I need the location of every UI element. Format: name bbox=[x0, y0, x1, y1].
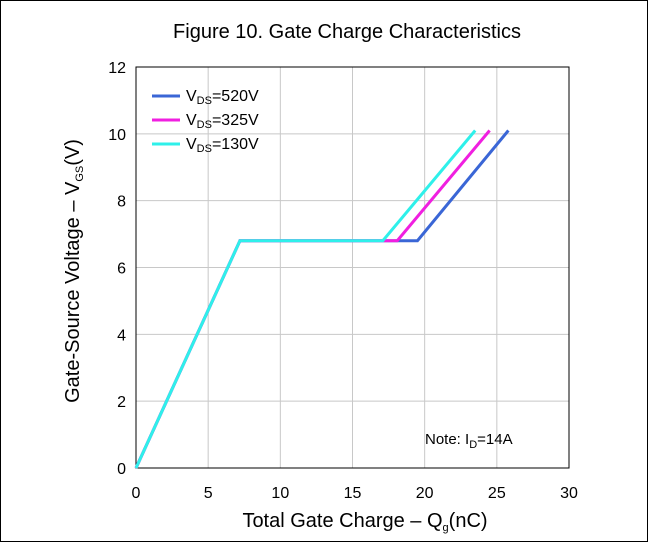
x-tick-label: 10 bbox=[271, 485, 289, 502]
series-line-3 bbox=[134, 129, 477, 469]
series-lines bbox=[134, 129, 510, 469]
series-line-1 bbox=[134, 129, 510, 469]
x-tick-label: 0 bbox=[132, 485, 141, 502]
legend-label-1: VDS=520V bbox=[186, 88, 259, 107]
y-tick-label: 6 bbox=[117, 261, 126, 278]
x-tick-label: 15 bbox=[344, 485, 362, 502]
test-condition-note: Note: ID=14A bbox=[425, 431, 513, 451]
y-tick-label: 4 bbox=[117, 327, 126, 344]
x-tick-label: 20 bbox=[416, 485, 434, 502]
legend-label-3: VDS=130V bbox=[186, 136, 259, 155]
y-tick-label: 10 bbox=[108, 127, 126, 144]
y-axis-label: Gate-Source Voltage – VGS(V) bbox=[62, 139, 86, 403]
plot-area-border bbox=[135, 66, 570, 469]
y-tick-label: 12 bbox=[108, 60, 126, 77]
series-line-2 bbox=[134, 129, 491, 469]
y-tick-label: 0 bbox=[117, 461, 126, 478]
y-ticks: 0 2 4 6 8 10 12 bbox=[108, 60, 126, 478]
y-tick-label: 8 bbox=[117, 194, 126, 211]
x-tick-label: 5 bbox=[204, 485, 213, 502]
y-tick-label: 2 bbox=[117, 394, 126, 411]
x-tick-label: 30 bbox=[560, 485, 578, 502]
legend-label-2: VDS=325V bbox=[186, 112, 259, 131]
grid-lines bbox=[136, 67, 569, 468]
x-ticks: 0 5 10 15 20 25 30 bbox=[132, 485, 578, 502]
chart-title: Figure 10. Gate Charge Characteristics bbox=[173, 21, 521, 43]
x-axis-label: Total Gate Charge – Qg(nC) bbox=[242, 510, 487, 534]
legend: VDS=520V VDS=325V VDS=130V bbox=[152, 88, 259, 155]
x-tick-label: 25 bbox=[488, 485, 506, 502]
